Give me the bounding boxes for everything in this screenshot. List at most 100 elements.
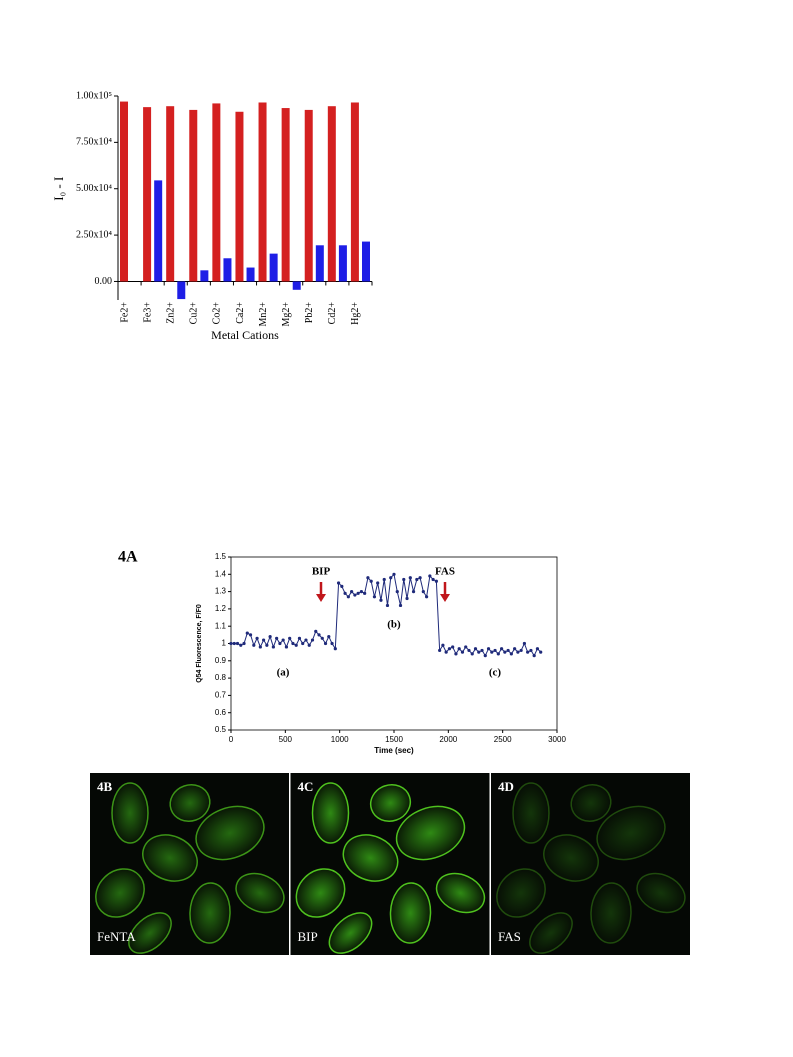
x-tick-label: 3000 [548, 735, 566, 744]
data-point [526, 650, 530, 654]
data-point [522, 641, 527, 646]
data-point [438, 648, 442, 653]
cell [111, 782, 149, 844]
data-point [519, 648, 523, 653]
data-point [382, 577, 386, 582]
x-tick-label: Co2+ [212, 302, 223, 325]
data-point [242, 641, 246, 646]
y-tick-label: 1.3 [215, 587, 227, 596]
data-point [369, 579, 373, 583]
data-point [451, 645, 455, 649]
data-point [389, 576, 393, 580]
bar [189, 109, 198, 282]
data-point [425, 595, 429, 599]
y-tick-label: 1.1 [215, 621, 227, 630]
data-point [421, 590, 425, 594]
bar [362, 241, 370, 282]
cell [529, 912, 573, 954]
x-tick-label: Pb2+ [304, 302, 315, 324]
x-tick-label: 1500 [385, 735, 403, 744]
annotation: (a) [277, 667, 290, 679]
annotation: (b) [387, 619, 401, 631]
data-point [516, 650, 520, 654]
data-point [499, 647, 504, 651]
data-point [535, 647, 540, 651]
bar [223, 258, 232, 282]
cell [395, 805, 466, 861]
data-point [431, 577, 435, 582]
data-point [513, 647, 517, 651]
arrow-head [440, 594, 450, 602]
data-point [398, 603, 403, 608]
data-point [444, 650, 448, 654]
bar [177, 281, 186, 300]
data-point [340, 584, 344, 589]
data-point [258, 645, 262, 649]
bar [281, 108, 290, 282]
data-point [327, 634, 331, 639]
data-point [297, 636, 302, 640]
annotation: FAS [435, 566, 455, 578]
bar [246, 267, 255, 282]
cell [636, 872, 686, 914]
x-tick-label: Mg2+ [281, 302, 292, 327]
data-point [441, 643, 445, 647]
y-tick-label: 2.50x10⁴ [76, 229, 113, 240]
data-point [379, 598, 383, 602]
y-tick-label: 0.9 [215, 656, 227, 665]
bar [304, 109, 313, 282]
x-tick-label: 500 [279, 735, 293, 744]
panel-label: 4D [498, 779, 514, 794]
data-point [278, 641, 282, 646]
data-point [252, 643, 256, 647]
data-point [457, 647, 461, 651]
image-label: BIP [298, 929, 318, 944]
data-point [506, 648, 510, 653]
data-point [470, 652, 474, 656]
y-tick-label: 0.8 [215, 673, 227, 682]
data-point [330, 641, 334, 646]
cell [95, 868, 145, 918]
data-point [239, 643, 243, 647]
data-point [323, 641, 328, 646]
bar [338, 245, 347, 282]
data-point [496, 652, 500, 656]
image-label: FAS [498, 929, 521, 944]
data-point [385, 603, 390, 608]
data-point [310, 638, 315, 642]
data-point [229, 641, 233, 646]
data-point [428, 574, 432, 578]
bar [235, 111, 244, 282]
x-tick-label: Zn2+ [165, 302, 176, 324]
data-point [281, 638, 285, 642]
data-point [346, 595, 350, 599]
data-point [477, 650, 481, 654]
data-point [268, 634, 272, 639]
data-point [405, 596, 409, 601]
cell [311, 782, 350, 844]
data-point [350, 590, 354, 594]
cell [235, 872, 285, 914]
data-point [265, 643, 269, 647]
bar [143, 107, 152, 282]
cell [596, 805, 666, 861]
data-point [372, 595, 377, 599]
cell [590, 882, 632, 944]
data-point [235, 641, 240, 646]
data-point [473, 647, 478, 651]
x-tick-label: 1000 [331, 735, 349, 744]
x-tick-label: Cd2+ [327, 302, 338, 325]
data-point [248, 633, 253, 637]
y-axis-label: Q54 Fluorescence, F/F0 [196, 604, 203, 683]
cell [128, 912, 172, 954]
data-point [304, 638, 308, 642]
x-tick-label: Fe2+ [119, 302, 130, 323]
cell [496, 868, 546, 918]
data-point [532, 654, 536, 658]
bar [315, 245, 324, 282]
data-point [336, 581, 341, 585]
x-tick-label: Ca2+ [235, 302, 246, 324]
data-point [509, 652, 513, 656]
data-point [503, 650, 507, 654]
